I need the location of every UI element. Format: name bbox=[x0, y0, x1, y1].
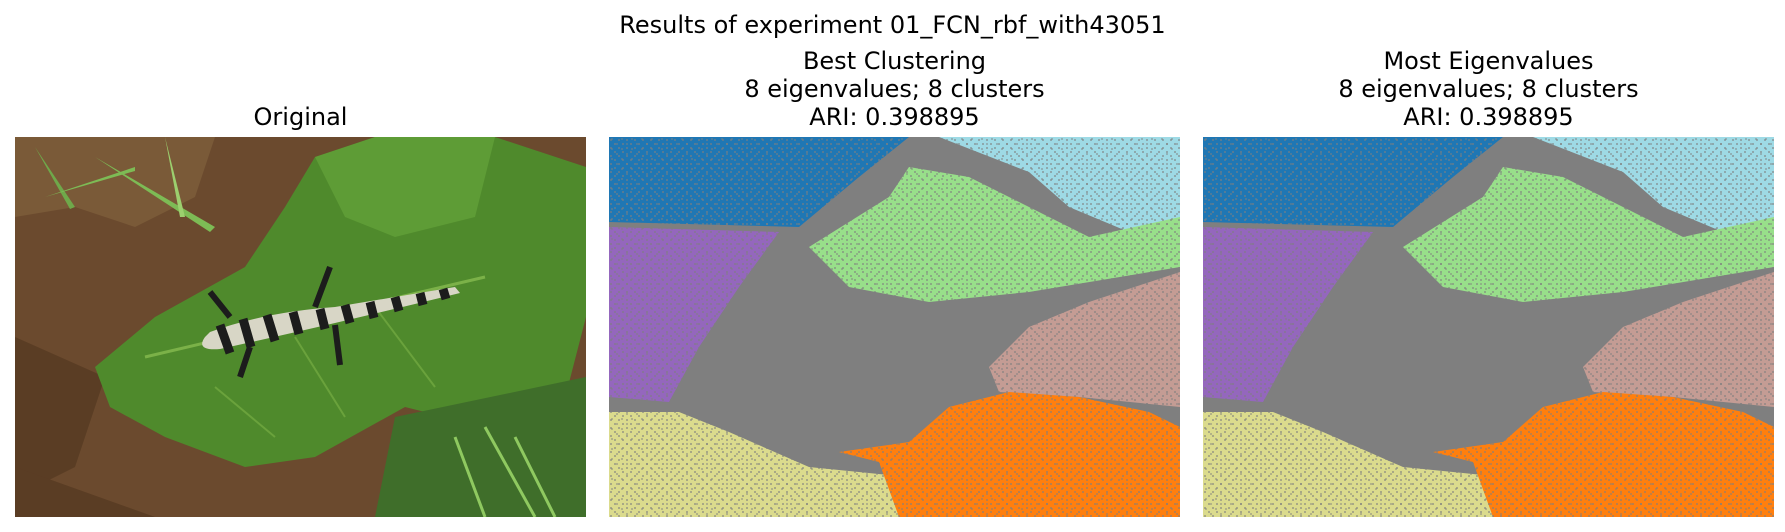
figure-title: Results of experiment 01_FCN_rbf_with430… bbox=[619, 11, 1166, 39]
most-panel-title: Most Eigenvalues 8 eigenvalues; 8 cluste… bbox=[1203, 47, 1774, 131]
original-panel-title: Original bbox=[15, 103, 586, 131]
most-title-line-2: 8 eigenvalues; 8 clusters bbox=[1338, 75, 1639, 103]
most-eigenvalues-image bbox=[1203, 137, 1774, 517]
best-panel-title: Best Clustering 8 eigenvalues; 8 cluster… bbox=[609, 47, 1180, 131]
most-title-line-3: ARI: 0.398895 bbox=[1403, 103, 1574, 131]
best-clustering-image bbox=[609, 137, 1180, 517]
original-title-line: Original bbox=[253, 103, 348, 131]
most-title-line-1: Most Eigenvalues bbox=[1383, 47, 1594, 75]
best-title-line-2: 8 eigenvalues; 8 clusters bbox=[744, 75, 1045, 103]
original-image bbox=[15, 137, 586, 517]
best-title-line-3: ARI: 0.398895 bbox=[809, 103, 980, 131]
best-title-line-1: Best Clustering bbox=[802, 47, 987, 75]
